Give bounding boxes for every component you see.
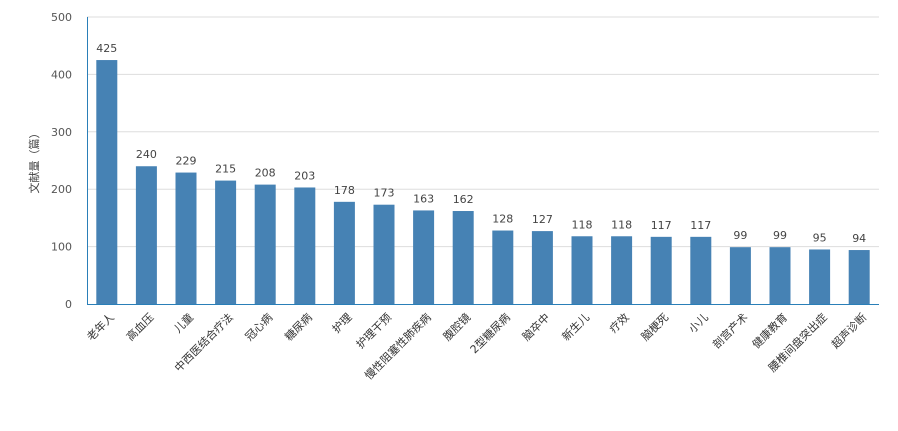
x-tick-label: 高血压	[123, 310, 156, 343]
x-tick-label: 护理干预	[353, 310, 394, 351]
data-label: 162	[453, 193, 474, 206]
y-tick-label: 100	[51, 241, 72, 254]
data-label: 118	[572, 218, 593, 231]
x-tick-label: 小儿	[686, 311, 711, 336]
bar	[96, 60, 118, 304]
data-label: 128	[492, 213, 513, 226]
x-tick-label: 护理	[329, 310, 354, 335]
x-tick-label: 脑卒中	[519, 310, 552, 343]
x-tick-label: 新生儿	[559, 310, 592, 343]
bar	[848, 250, 870, 304]
bar	[135, 166, 157, 304]
y-tick-label: 500	[51, 11, 72, 24]
data-label: 95	[813, 231, 827, 244]
bar	[650, 236, 672, 304]
y-axis-ticks: 0 100 200 300 400 500	[51, 11, 72, 311]
data-label: 127	[532, 213, 553, 226]
data-label: 203	[294, 169, 315, 182]
x-tick-label: 超声诊断	[828, 310, 869, 351]
x-tick-label: 疗效	[606, 310, 631, 335]
x-tick-label: 冠心病	[242, 310, 275, 343]
x-tick-label: 慢性阻塞性肺疾病	[362, 310, 434, 382]
bar	[690, 236, 712, 304]
bar	[373, 204, 395, 304]
data-label: 163	[413, 192, 434, 205]
bar	[452, 211, 474, 304]
y-tick-label: 300	[51, 126, 72, 139]
bar	[571, 236, 593, 304]
data-label: 208	[255, 167, 276, 180]
x-tick-label: 2型糖尿病	[467, 310, 513, 356]
data-label: 240	[136, 148, 157, 161]
x-tick-label: 脑梗死	[638, 310, 671, 343]
x-tick-label: 健康教育	[749, 310, 790, 351]
bar	[294, 187, 316, 304]
y-tick-label: 200	[51, 183, 72, 196]
bar	[531, 231, 553, 304]
data-label: 215	[215, 163, 236, 176]
y-axis-title: 文献量（篇）	[27, 128, 41, 194]
y-tick-label: 0	[65, 298, 72, 311]
bar	[413, 210, 435, 304]
x-tick-label: 剖宫产术	[710, 310, 751, 351]
bars	[96, 60, 870, 304]
data-label: 118	[611, 218, 632, 231]
bar	[809, 249, 831, 304]
grid-lines	[87, 16, 879, 248]
x-tick-label: 老年人	[84, 310, 117, 343]
data-labels: 425 240 229 215 208 203 178 173 163 162 128 127 118 1…	[96, 42, 866, 245]
data-label: 229	[176, 155, 197, 168]
bar	[215, 180, 237, 304]
data-label: 117	[690, 219, 711, 232]
x-tick-label: 儿童	[171, 310, 196, 335]
x-tick-label: 腹腔镜	[440, 310, 473, 343]
data-label: 99	[773, 229, 787, 242]
bar	[729, 247, 751, 304]
data-label: 173	[374, 187, 395, 200]
bar	[611, 236, 633, 304]
data-label: 99	[733, 229, 747, 242]
bar	[333, 201, 355, 304]
y-tick-label: 400	[51, 68, 72, 81]
data-label: 178	[334, 184, 355, 197]
x-tick-label: 糖尿病	[282, 310, 315, 343]
data-label: 117	[651, 219, 672, 232]
data-label: 425	[96, 42, 117, 55]
bar	[492, 230, 514, 304]
bar	[769, 247, 791, 304]
bar	[254, 184, 276, 304]
data-label: 94	[852, 232, 866, 245]
bar	[175, 172, 197, 304]
